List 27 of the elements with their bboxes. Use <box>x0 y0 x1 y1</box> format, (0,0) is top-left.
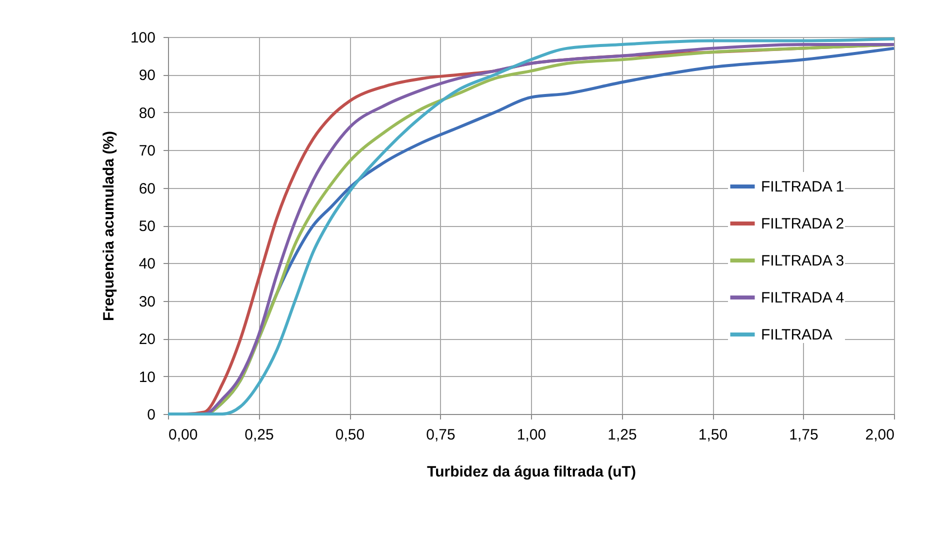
y-tick-label: 40 <box>138 256 156 273</box>
y-tick-label: 20 <box>138 331 156 348</box>
x-tick-label: 1,75 <box>789 426 818 444</box>
x-tick-label: 0,25 <box>244 426 274 444</box>
x-tick-label: 1,50 <box>698 426 728 444</box>
x-tick-label: 1,00 <box>516 426 546 444</box>
legend-label: FILTRADA 2 <box>761 216 844 232</box>
legend-label: FILTRADA 4 <box>761 290 844 306</box>
legend-label: FILTRADA 1 <box>761 178 844 196</box>
x-tick-label: 2,00 <box>865 426 894 444</box>
y-tick-label: 90 <box>138 67 156 84</box>
y-tick-label: 70 <box>138 142 156 160</box>
y-tick-label: 100 <box>130 30 156 46</box>
x-axis-title: Turbidez da água filtrada (uT) <box>427 464 636 480</box>
x-tick-label: 0,00 <box>168 426 198 444</box>
x-tick-label: 0,50 <box>335 426 365 444</box>
y-axis-title: Frequencia acumulada (%) <box>100 130 118 322</box>
x-tick-label: 0,75 <box>426 426 456 444</box>
y-tick-label: 60 <box>138 180 156 198</box>
y-tick-label: 50 <box>138 218 156 235</box>
x-tick-label: 1,25 <box>608 426 637 444</box>
legend-label: FILTRADA 3 <box>761 252 844 270</box>
y-tick-label: 0 <box>147 406 156 424</box>
y-tick-label: 10 <box>138 368 156 386</box>
legend-label: FILTRADA <box>761 326 832 344</box>
y-tick-label: 30 <box>138 293 156 310</box>
y-tick-label: 80 <box>138 104 156 122</box>
